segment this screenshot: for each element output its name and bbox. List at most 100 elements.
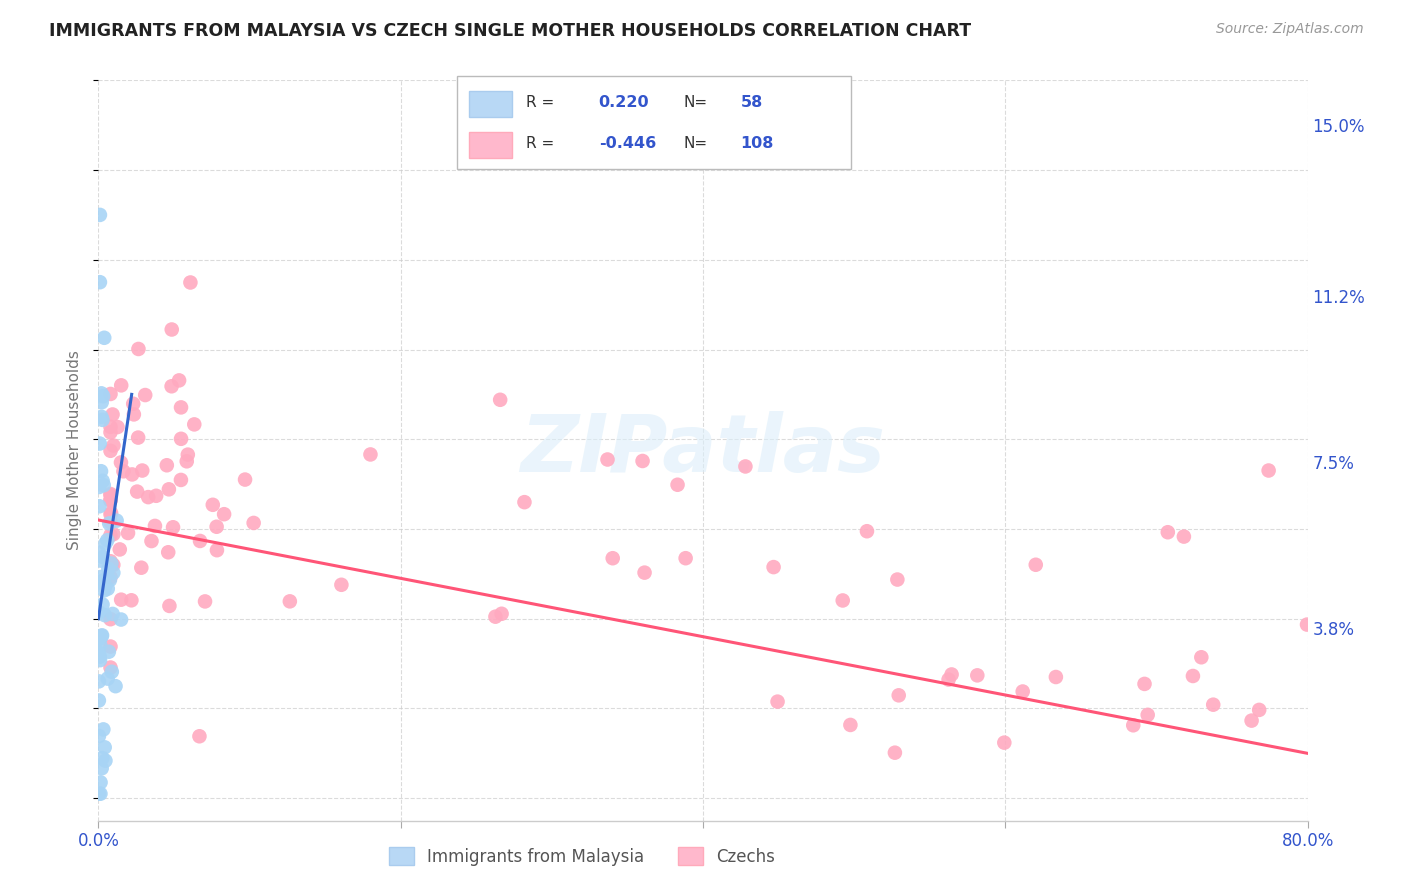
Point bbox=[159, 599, 181, 613]
Point bbox=[602, 551, 624, 566]
Point bbox=[170, 432, 193, 446]
Point bbox=[170, 401, 193, 415]
Point bbox=[105, 514, 128, 528]
Text: IMMIGRANTS FROM MALAYSIA VS CZECH SINGLE MOTHER HOUSEHOLDS CORRELATION CHART: IMMIGRANTS FROM MALAYSIA VS CZECH SINGLE… bbox=[49, 22, 972, 40]
Point bbox=[89, 480, 111, 494]
Point bbox=[100, 515, 122, 529]
Point bbox=[97, 562, 120, 576]
Point bbox=[278, 594, 301, 608]
Text: R =: R = bbox=[526, 136, 554, 151]
Point bbox=[100, 528, 122, 542]
Point bbox=[101, 665, 124, 679]
Point bbox=[100, 506, 122, 520]
Point bbox=[103, 438, 125, 452]
Point bbox=[89, 787, 111, 801]
Point bbox=[91, 474, 114, 488]
Point bbox=[127, 431, 149, 445]
Point bbox=[1133, 677, 1156, 691]
Text: ZIPatlas: ZIPatlas bbox=[520, 411, 886, 490]
Point bbox=[100, 557, 122, 571]
Point bbox=[179, 276, 201, 290]
Point bbox=[1045, 670, 1067, 684]
Point bbox=[108, 542, 131, 557]
Point bbox=[127, 342, 149, 356]
Point bbox=[89, 436, 111, 450]
Point bbox=[143, 519, 166, 533]
Point bbox=[1025, 558, 1047, 572]
Point bbox=[90, 395, 112, 409]
Point bbox=[110, 455, 132, 469]
Point bbox=[762, 560, 785, 574]
Point bbox=[90, 386, 112, 401]
Point bbox=[141, 534, 163, 549]
Point bbox=[91, 574, 114, 589]
Point bbox=[176, 454, 198, 468]
Point bbox=[675, 551, 697, 566]
Point bbox=[93, 723, 115, 737]
Point bbox=[938, 673, 960, 687]
Point bbox=[89, 500, 111, 514]
Point bbox=[491, 607, 513, 621]
Point bbox=[89, 632, 111, 646]
Point bbox=[201, 498, 224, 512]
Point bbox=[183, 417, 205, 432]
Point bbox=[157, 483, 180, 497]
Point bbox=[484, 609, 506, 624]
Point bbox=[177, 448, 200, 462]
Point bbox=[167, 373, 190, 387]
Point bbox=[100, 640, 122, 654]
Point bbox=[87, 787, 110, 801]
Point bbox=[89, 275, 111, 289]
Point bbox=[887, 689, 910, 703]
Legend: Immigrants from Malaysia, Czechs: Immigrants from Malaysia, Czechs bbox=[389, 847, 775, 865]
Point bbox=[1157, 525, 1180, 540]
Y-axis label: Single Mother Households: Single Mother Households bbox=[67, 351, 83, 550]
Point bbox=[110, 592, 132, 607]
Text: R =: R = bbox=[526, 95, 554, 110]
Point bbox=[87, 674, 110, 689]
Text: -0.446: -0.446 bbox=[599, 136, 657, 151]
FancyBboxPatch shape bbox=[457, 76, 851, 169]
Point bbox=[110, 378, 132, 392]
Point bbox=[1136, 707, 1159, 722]
Point bbox=[100, 570, 122, 584]
Text: N=: N= bbox=[683, 95, 707, 110]
Point bbox=[94, 608, 117, 623]
Point bbox=[631, 454, 654, 468]
Point bbox=[93, 331, 115, 345]
Point bbox=[93, 478, 115, 492]
Point bbox=[91, 628, 114, 642]
Point bbox=[100, 554, 122, 568]
Point bbox=[1202, 698, 1225, 712]
Point bbox=[359, 447, 381, 461]
Point bbox=[633, 566, 655, 580]
Point bbox=[89, 649, 111, 664]
Text: N=: N= bbox=[683, 136, 707, 151]
Point bbox=[96, 533, 118, 548]
Point bbox=[93, 583, 115, 598]
Point bbox=[87, 693, 110, 707]
Point bbox=[98, 573, 121, 587]
Point bbox=[131, 464, 153, 478]
Point bbox=[101, 408, 124, 422]
Point bbox=[188, 533, 211, 548]
Text: 0.220: 0.220 bbox=[599, 95, 650, 110]
Point bbox=[883, 746, 905, 760]
Point bbox=[100, 612, 122, 626]
Point bbox=[145, 489, 167, 503]
Bar bbox=[468, 91, 512, 117]
Point bbox=[112, 464, 135, 478]
Point bbox=[100, 487, 122, 501]
Point bbox=[131, 560, 153, 574]
Point bbox=[89, 638, 111, 652]
Point bbox=[170, 473, 193, 487]
Point bbox=[90, 464, 112, 478]
Point bbox=[100, 493, 122, 508]
Point bbox=[734, 459, 756, 474]
Point bbox=[1249, 703, 1271, 717]
Point bbox=[1122, 718, 1144, 732]
Point bbox=[87, 545, 110, 559]
Point bbox=[100, 443, 122, 458]
Point bbox=[766, 695, 789, 709]
Point bbox=[127, 484, 149, 499]
